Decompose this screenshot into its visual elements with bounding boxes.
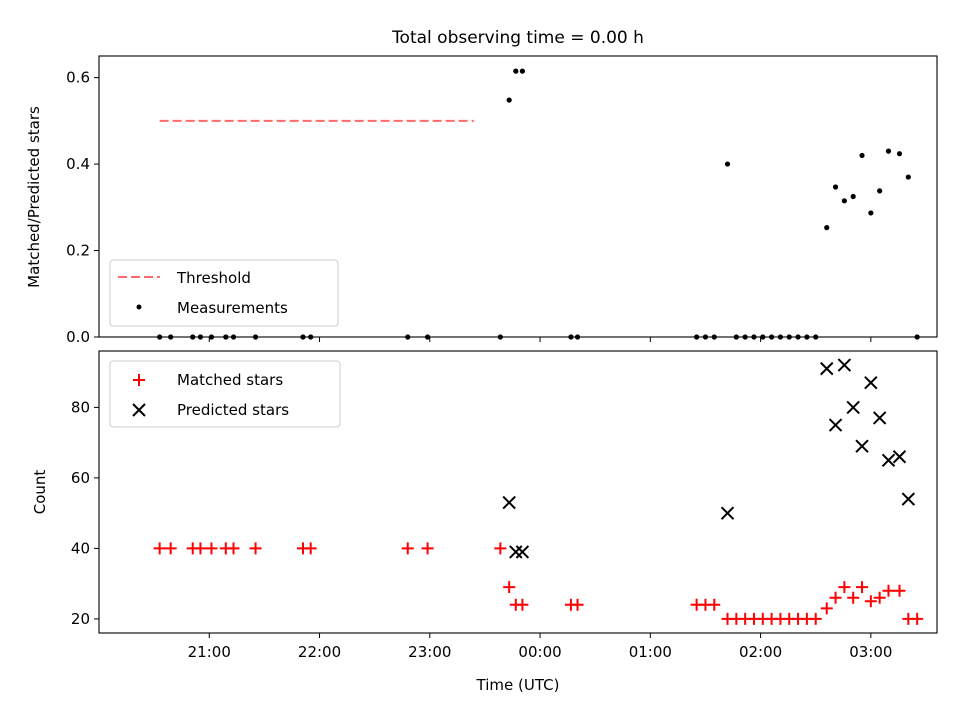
top-y-tick-label: 0.4 — [66, 155, 90, 173]
matched-point — [249, 542, 262, 555]
top-y-tick-label: 0.6 — [66, 69, 90, 87]
predicted-point — [892, 450, 907, 464]
matched-point — [494, 542, 507, 555]
matched-point — [882, 584, 895, 597]
matched-point — [708, 598, 721, 611]
matched-point — [847, 591, 860, 604]
legend-threshold-label: Threshold — [176, 269, 251, 287]
bottom-legend: Matched stars Predicted stars — [109, 360, 341, 428]
matched-point — [864, 595, 877, 608]
matched-point — [571, 598, 584, 611]
top-legend-box — [109, 259, 339, 327]
x-tick-label: 22:00 — [298, 643, 341, 661]
measurement-point — [724, 161, 731, 167]
top-panel: 0.0 0.2 0.4 0.6 Matched/Predicted stars Thr… — [25, 55, 938, 346]
measurement-point — [832, 184, 839, 190]
chart-title: Total observing time = 0.00 h — [391, 28, 644, 48]
matched-point — [205, 542, 218, 555]
matched-point — [893, 584, 906, 597]
measurement-point — [841, 198, 847, 204]
matched-point — [838, 581, 851, 594]
matched-point — [873, 591, 886, 604]
predicted-point — [846, 400, 860, 415]
x-tick-label: 00:00 — [518, 643, 561, 661]
bottom-legend-box — [109, 360, 341, 428]
measurement-point — [877, 188, 883, 194]
matched-point — [164, 542, 177, 555]
predicted-point — [720, 506, 735, 520]
matched-point — [829, 591, 842, 604]
x-tick-label: 23:00 — [408, 643, 451, 661]
predicted-point — [820, 361, 834, 376]
predicted-point — [855, 439, 869, 453]
measurement-point — [519, 68, 526, 74]
top-ylabel: Matched/Predicted stars — [25, 106, 43, 288]
predicted-point — [837, 358, 852, 372]
matched-point — [421, 542, 434, 555]
legend-matched-label: Matched stars — [177, 371, 283, 389]
bottom-x-ticks: 21:00 22:00 23:00 00:00 01:00 02:00 03:00 — [188, 633, 892, 661]
matched-point — [820, 602, 833, 615]
measurement-point — [896, 151, 903, 157]
matched-point — [911, 612, 924, 625]
predicted-point — [901, 492, 916, 506]
measurement-point — [850, 193, 856, 200]
x-tick-label: 02:00 — [739, 643, 782, 661]
top-y-ticks: 0.0 0.2 0.4 0.6 — [66, 69, 99, 346]
matched-point — [809, 612, 822, 625]
matched-point — [153, 542, 166, 555]
x-tick-label: 01:00 — [629, 643, 672, 661]
matched-point — [304, 542, 317, 555]
predicted-point — [515, 545, 530, 559]
legend-measurement-swatch — [136, 304, 142, 310]
matched-point — [503, 581, 516, 594]
predicted-point — [864, 376, 878, 390]
x-tick-label: 21:00 — [188, 643, 231, 661]
x-axis-label: Time (UTC) — [476, 676, 560, 694]
legend-predicted-swatch — [132, 403, 146, 417]
matched-point — [401, 542, 414, 555]
top-legend: Threshold Measurements — [109, 259, 339, 327]
bottom-panel: 20 40 60 80 21:00 22:00 23:00 00:00 01:00 02:00 0… — [31, 350, 938, 694]
predicted-points — [502, 358, 916, 559]
predicted-point — [509, 545, 523, 559]
legend-matched-swatch — [133, 374, 145, 386]
measurement-point — [513, 68, 519, 74]
top-plot-frame — [98, 55, 938, 338]
measurement-point — [506, 97, 512, 103]
legend-predicted-label: Predicted stars — [177, 401, 289, 419]
x-tick-label: 03:00 — [849, 643, 892, 661]
matched-point — [856, 581, 869, 594]
bottom-y-tick-label: 60 — [71, 469, 90, 487]
measurement-point — [905, 174, 911, 180]
top-y-tick-label: 0.2 — [66, 242, 90, 260]
bottom-y-tick-label: 80 — [71, 398, 90, 416]
measurement-point — [824, 225, 830, 231]
bottom-plot-frame — [98, 350, 938, 634]
bottom-y-ticks: 20 40 60 80 — [71, 398, 99, 628]
predicted-point — [881, 453, 896, 467]
top-y-tick-label: 0.0 — [66, 328, 90, 346]
matched-point — [516, 598, 529, 611]
matched-points — [153, 542, 924, 625]
bottom-y-tick-label: 20 — [71, 610, 90, 628]
predicted-point — [828, 418, 843, 432]
predicted-point — [502, 495, 516, 510]
measurement-point — [868, 210, 874, 216]
measurement-point — [859, 152, 865, 159]
predicted-point — [872, 411, 887, 425]
measurement-point — [885, 148, 892, 154]
bottom-y-tick-label: 40 — [71, 539, 90, 557]
matched-point — [227, 542, 240, 555]
matched-point — [194, 542, 207, 555]
legend-measurement-label: Measurements — [177, 299, 288, 317]
bottom-ylabel: Count — [31, 470, 49, 515]
